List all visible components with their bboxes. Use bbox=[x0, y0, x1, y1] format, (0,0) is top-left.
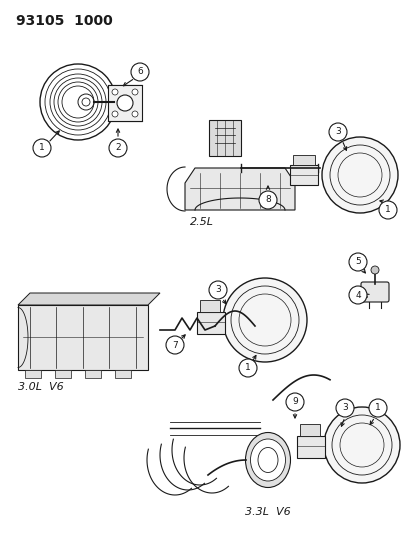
Circle shape bbox=[238, 359, 256, 377]
FancyBboxPatch shape bbox=[25, 370, 41, 378]
Ellipse shape bbox=[250, 439, 285, 481]
Circle shape bbox=[109, 139, 127, 157]
Circle shape bbox=[259, 191, 276, 209]
Text: 2: 2 bbox=[115, 143, 121, 152]
Circle shape bbox=[33, 139, 51, 157]
Text: 1: 1 bbox=[244, 364, 250, 373]
Circle shape bbox=[132, 89, 138, 95]
FancyBboxPatch shape bbox=[55, 370, 71, 378]
Text: 93105  1000: 93105 1000 bbox=[16, 14, 112, 28]
Circle shape bbox=[132, 111, 138, 117]
Text: 7: 7 bbox=[172, 341, 178, 350]
Circle shape bbox=[348, 286, 366, 304]
FancyBboxPatch shape bbox=[85, 370, 101, 378]
Polygon shape bbox=[185, 168, 294, 210]
Circle shape bbox=[328, 123, 346, 141]
Text: 3.3L  V6: 3.3L V6 bbox=[244, 507, 290, 517]
Text: 3: 3 bbox=[341, 403, 347, 413]
Text: 4: 4 bbox=[354, 290, 360, 300]
Text: 2.5L: 2.5L bbox=[190, 217, 214, 227]
FancyBboxPatch shape bbox=[197, 312, 224, 334]
FancyBboxPatch shape bbox=[108, 85, 142, 121]
Circle shape bbox=[323, 407, 399, 483]
Text: 9: 9 bbox=[292, 398, 297, 407]
Text: 6: 6 bbox=[137, 68, 142, 77]
FancyBboxPatch shape bbox=[296, 436, 324, 458]
FancyBboxPatch shape bbox=[360, 282, 388, 302]
Circle shape bbox=[335, 399, 353, 417]
Circle shape bbox=[370, 266, 378, 274]
FancyBboxPatch shape bbox=[209, 120, 240, 156]
Circle shape bbox=[368, 399, 386, 417]
FancyBboxPatch shape bbox=[115, 370, 131, 378]
Ellipse shape bbox=[245, 432, 290, 488]
Text: 5: 5 bbox=[354, 257, 360, 266]
Text: 3: 3 bbox=[215, 286, 221, 295]
Circle shape bbox=[166, 336, 183, 354]
Text: 3: 3 bbox=[334, 127, 340, 136]
Text: 1: 1 bbox=[39, 143, 45, 152]
Text: 3.0L  V6: 3.0L V6 bbox=[18, 382, 64, 392]
Circle shape bbox=[209, 281, 226, 299]
Circle shape bbox=[321, 137, 397, 213]
Polygon shape bbox=[18, 293, 159, 305]
Circle shape bbox=[112, 111, 118, 117]
Text: 1: 1 bbox=[374, 403, 380, 413]
FancyBboxPatch shape bbox=[292, 155, 314, 165]
FancyBboxPatch shape bbox=[18, 305, 147, 370]
Circle shape bbox=[285, 393, 303, 411]
Circle shape bbox=[112, 89, 118, 95]
FancyBboxPatch shape bbox=[199, 300, 219, 312]
FancyBboxPatch shape bbox=[299, 424, 319, 436]
Circle shape bbox=[117, 95, 133, 111]
Circle shape bbox=[223, 278, 306, 362]
Circle shape bbox=[131, 63, 149, 81]
Circle shape bbox=[348, 253, 366, 271]
FancyBboxPatch shape bbox=[289, 165, 317, 185]
Text: 1: 1 bbox=[384, 206, 390, 214]
Text: 8: 8 bbox=[264, 196, 270, 205]
Circle shape bbox=[378, 201, 396, 219]
